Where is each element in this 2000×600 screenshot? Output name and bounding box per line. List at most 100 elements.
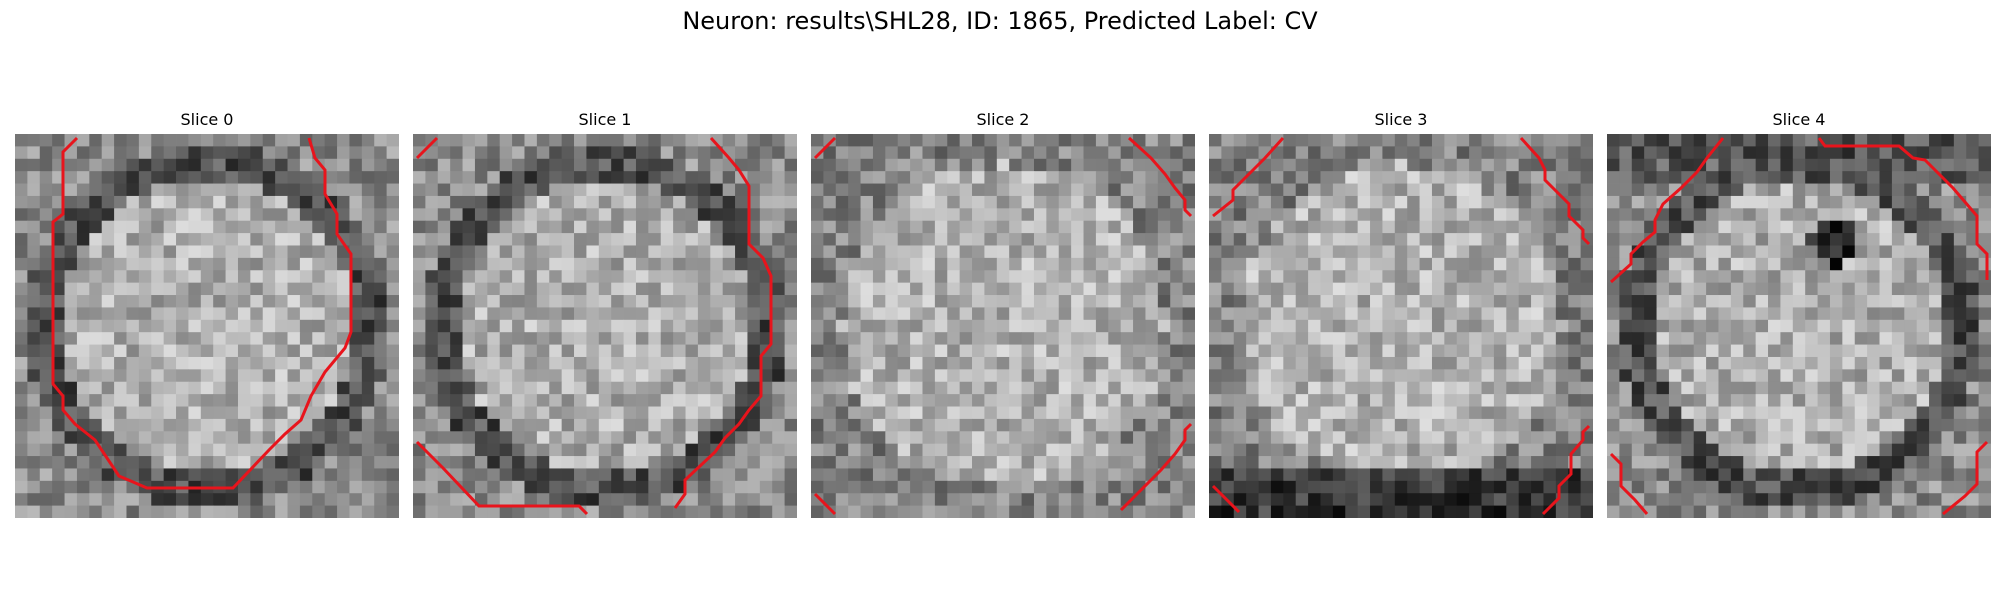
image-pixel	[275, 369, 288, 383]
image-pixel	[1829, 146, 1843, 160]
image-pixel	[823, 406, 837, 420]
image-pixel	[474, 344, 488, 358]
image-pixel	[1182, 493, 1195, 507]
image-pixel	[437, 245, 451, 259]
image-pixel	[1506, 468, 1520, 482]
image-pixel	[89, 493, 103, 507]
image-pixel	[1332, 245, 1346, 259]
image-pixel	[860, 332, 874, 345]
image-pixel	[349, 220, 363, 234]
image-pixel	[237, 307, 251, 321]
image-pixel	[1108, 195, 1122, 209]
image-pixel	[984, 356, 998, 370]
image-pixel	[250, 220, 264, 234]
image-pixel	[101, 245, 115, 259]
image-pixel	[1283, 195, 1297, 209]
image-pixel	[1295, 456, 1309, 469]
image-pixel	[1891, 431, 1905, 445]
image-pixel	[1755, 480, 1769, 494]
image-pixel	[450, 505, 463, 518]
image-pixel	[1170, 245, 1184, 259]
image-pixel	[1506, 146, 1520, 160]
image-pixel	[1009, 233, 1022, 246]
image-pixel	[922, 171, 936, 184]
image-pixel	[1469, 418, 1482, 432]
image-pixel	[126, 493, 140, 507]
image-pixel	[811, 295, 824, 308]
image-pixel	[1842, 443, 1856, 457]
image-pixel	[1221, 443, 1235, 457]
image-pixel	[425, 480, 439, 494]
image-pixel	[860, 480, 874, 494]
image-pixel	[811, 307, 824, 321]
image-pixel	[1706, 307, 1719, 321]
image-pixel	[337, 146, 350, 160]
image-pixel	[1120, 319, 1134, 333]
image-pixel	[1469, 406, 1482, 420]
image-pixel	[52, 282, 65, 296]
image-pixel	[361, 344, 375, 358]
image-pixel	[1308, 146, 1321, 160]
image-pixel	[848, 257, 861, 271]
image-pixel	[27, 270, 41, 284]
image-pixel	[1058, 134, 1072, 147]
image-pixel	[39, 332, 53, 345]
image-pixel	[299, 220, 313, 234]
image-pixel	[860, 146, 874, 160]
image-pixel	[361, 468, 375, 482]
image-pixel	[1357, 381, 1371, 395]
image-pixel	[1607, 406, 1620, 420]
image-pixel	[1891, 270, 1905, 284]
image-pixel	[934, 233, 948, 246]
image-pixel	[1394, 270, 1408, 284]
image-pixel	[735, 418, 748, 432]
image-pixel	[934, 456, 948, 469]
image-pixel	[1170, 158, 1184, 172]
image-pixel	[574, 418, 587, 432]
image-pixel	[1555, 344, 1569, 358]
image-pixel	[1444, 295, 1458, 308]
image-pixel	[959, 381, 973, 395]
image-pixel	[848, 171, 861, 184]
image-pixel	[450, 195, 463, 209]
image-pixel	[324, 344, 338, 358]
image-pixel	[586, 394, 600, 407]
image-pixel	[1953, 369, 1967, 383]
image-pixel	[1768, 158, 1781, 172]
image-pixel	[1320, 381, 1334, 395]
image-pixel	[1916, 183, 1930, 197]
image-pixel	[1580, 195, 1593, 209]
image-pixel	[1246, 394, 1259, 407]
image-pixel	[823, 381, 837, 395]
image-pixel	[1370, 480, 1383, 494]
image-pixel	[611, 208, 624, 222]
image-pixel	[64, 394, 78, 407]
image-pixel	[1021, 220, 1035, 234]
image-pixel	[1033, 381, 1047, 395]
image-pixel	[1283, 208, 1297, 222]
image-pixel	[1246, 381, 1259, 395]
image-pixel	[1046, 257, 1060, 271]
image-pixel	[1891, 332, 1905, 345]
image-pixel	[1120, 418, 1134, 432]
image-pixel	[549, 344, 563, 358]
image-pixel	[1481, 158, 1495, 172]
image-pixel	[648, 183, 662, 197]
image-pixel	[1221, 220, 1235, 234]
image-pixel	[163, 158, 177, 172]
image-pixel	[1357, 443, 1371, 457]
image-pixel	[1693, 456, 1707, 469]
image-pixel	[1283, 332, 1297, 345]
image-pixel	[1916, 369, 1930, 383]
image-pixel	[947, 134, 961, 147]
image-pixel	[361, 381, 375, 395]
image-pixel	[39, 158, 53, 172]
image-pixel	[1120, 233, 1134, 246]
image-pixel	[450, 208, 463, 222]
image-pixel	[275, 344, 288, 358]
image-pixel	[1619, 319, 1633, 333]
image-pixel	[1953, 468, 1967, 482]
image-pixel	[1854, 195, 1868, 209]
image-pixel	[200, 307, 214, 321]
image-pixel	[27, 257, 41, 271]
